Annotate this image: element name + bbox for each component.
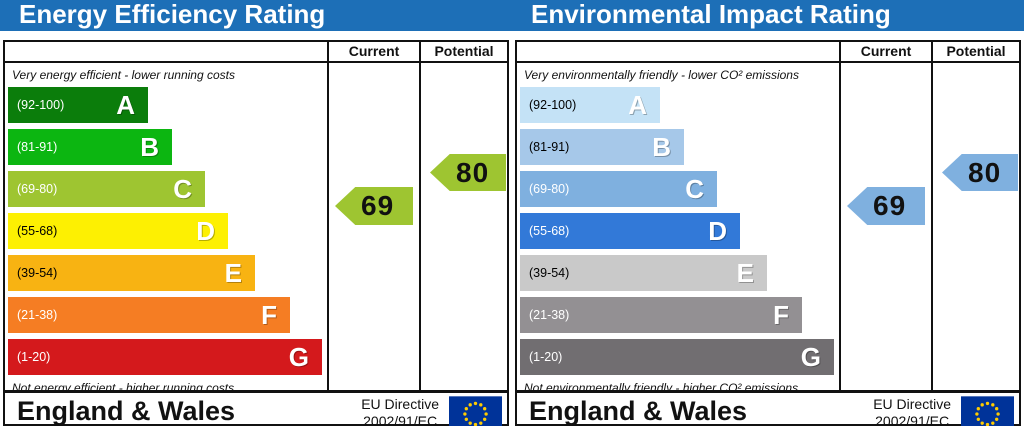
band-letter: A [116, 89, 135, 120]
current-rating-arrow: 69 [335, 187, 413, 225]
band-range: (21-38) [17, 308, 58, 322]
potential-rating-cell: 80 [931, 63, 1019, 390]
band-range: (92-100) [529, 98, 577, 112]
band-a: (92-100) A [8, 87, 148, 123]
band-a: (92-100) A [520, 87, 660, 123]
header-blank-cell [5, 42, 327, 63]
band-letter: F [773, 299, 789, 330]
eu-directive-line2: 2002/91/EC [363, 413, 438, 426]
band-range: (55-68) [529, 224, 570, 238]
top-note: Very environmentally friendly - lower CO… [524, 68, 799, 82]
band-g: (1-20) G [520, 339, 834, 375]
panel-footer: England & Wales EU Directive 2002/91/EC [517, 390, 1019, 426]
band-e: (39-54) E [8, 255, 255, 291]
header-potential: Potential [419, 42, 507, 63]
band-d: (55-68) D [520, 213, 740, 249]
band-range: (81-91) [17, 140, 58, 154]
environmental-table: Current Potential Very environmentally f… [515, 40, 1021, 426]
eu-directive-line1: EU Directive [873, 396, 951, 412]
band-range: (39-54) [17, 266, 58, 280]
eu-directive-line1: EU Directive [361, 396, 439, 412]
current-rating-value: 69 [873, 190, 907, 221]
environmental-impact-panel: Current Potential Very environmentally f… [515, 40, 1021, 426]
band-b: (81-91) B [8, 129, 172, 165]
band-g: (1-20) G [8, 339, 322, 375]
eu-flag-icon [961, 396, 1014, 426]
band-letter: D [708, 215, 727, 246]
band-letter: E [224, 257, 242, 288]
region-label: England & Wales [529, 396, 748, 426]
panel-footer: England & Wales EU Directive 2002/91/EC [5, 390, 507, 426]
current-rating-cell: 69 [839, 63, 931, 390]
band-range: (1-20) [17, 350, 51, 364]
band-letter: B [652, 131, 671, 162]
energy-efficiency-panel: Current Potential Very energy efficient … [3, 40, 509, 426]
band-c: (69-80) C [8, 171, 205, 207]
header-blank-cell [517, 42, 839, 63]
band-list: (92-100) A (81-91) B (69-80) C (55-68) D [5, 87, 327, 375]
band-d: (55-68) D [8, 213, 228, 249]
band-b: (81-91) B [520, 129, 684, 165]
header-current: Current [839, 42, 931, 63]
eu-flag-icon [449, 396, 502, 426]
band-letter: E [736, 257, 754, 288]
header-potential: Potential [931, 42, 1019, 63]
band-letter: B [140, 131, 159, 162]
band-letter: G [800, 341, 821, 372]
energy-table: Current Potential Very energy efficient … [3, 40, 509, 426]
band-letter: F [261, 299, 277, 330]
band-e: (39-54) E [520, 255, 767, 291]
band-list: (92-100) A (81-91) B (69-80) C (55-68) D [517, 87, 839, 375]
energy-rating-title: Energy Efficiency Rating [19, 0, 326, 29]
potential-rating-value: 80 [968, 156, 1002, 188]
potential-rating-arrow: 80 [430, 154, 506, 191]
energy-band-chart: Very energy efficient - lower running co… [5, 63, 327, 390]
region-label: England & Wales [17, 396, 236, 426]
band-f: (21-38) F [8, 297, 290, 333]
bottom-note: Not energy efficient - higher running co… [12, 381, 235, 390]
environmental-band-chart: Very environmentally friendly - lower CO… [517, 63, 839, 390]
current-rating-cell: 69 [327, 63, 419, 390]
band-letter: D [196, 215, 215, 246]
band-f: (21-38) F [520, 297, 802, 333]
potential-rating-value: 80 [456, 156, 490, 188]
band-range: (1-20) [529, 350, 563, 364]
band-range: (69-80) [17, 182, 58, 196]
band-letter: C [685, 173, 704, 204]
eu-directive-line2: 2002/91/EC [875, 413, 950, 426]
header-current: Current [327, 42, 419, 63]
band-c: (69-80) C [520, 171, 717, 207]
band-range: (81-91) [529, 140, 570, 154]
environmental-rating-title: Environmental Impact Rating [531, 0, 891, 29]
band-letter: G [288, 341, 309, 372]
band-letter: A [628, 89, 647, 120]
band-letter: C [173, 173, 192, 204]
potential-rating-arrow: 80 [942, 154, 1018, 191]
bottom-note: Not environmentally friendly - higher CO… [524, 381, 799, 390]
band-range: (92-100) [17, 98, 65, 112]
current-rating-arrow: 69 [847, 187, 925, 225]
potential-rating-cell: 80 [419, 63, 507, 390]
eu-directive-label: EU Directive 2002/91/EC [873, 396, 951, 426]
current-rating-value: 69 [361, 190, 395, 221]
eu-directive-label: EU Directive 2002/91/EC [361, 396, 439, 426]
band-range: (39-54) [529, 266, 570, 280]
band-range: (21-38) [529, 308, 570, 322]
band-range: (55-68) [17, 224, 58, 238]
title-bar: Energy Efficiency Rating Environmental I… [0, 0, 1024, 31]
band-range: (69-80) [529, 182, 570, 196]
top-note: Very energy efficient - lower running co… [12, 68, 235, 82]
